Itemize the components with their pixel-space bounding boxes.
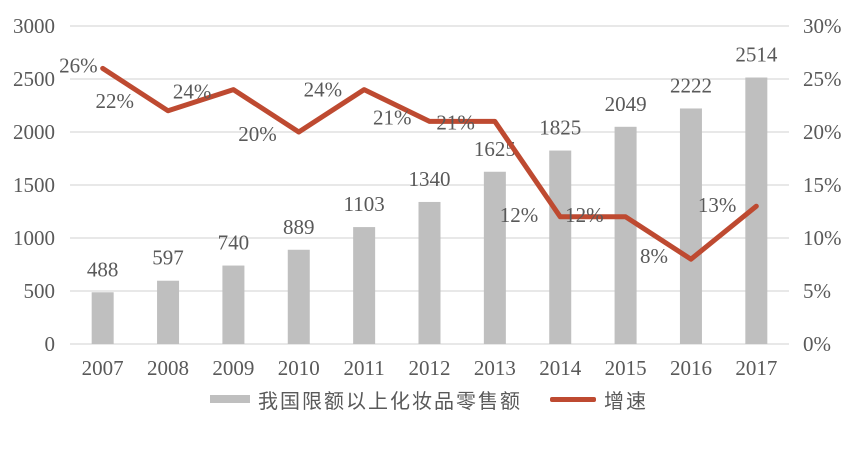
line-series-label: 增速 bbox=[604, 390, 648, 413]
left-axis-tick: 2500 bbox=[13, 67, 55, 91]
bar-value-label: 597 bbox=[152, 246, 184, 270]
bar-value-label: 2514 bbox=[735, 43, 778, 67]
legend-item-line-series: 增速 bbox=[550, 385, 648, 414]
bar bbox=[222, 265, 245, 344]
bar bbox=[418, 201, 441, 344]
x-axis-label: 2013 bbox=[474, 356, 516, 380]
right-axis-tick: 25% bbox=[803, 67, 842, 91]
right-axis-tick: 20% bbox=[803, 120, 842, 144]
chart-legend: 我国限额以上化妆品零售额 增速 bbox=[0, 384, 858, 414]
bar-series-swatch bbox=[210, 395, 250, 403]
bar bbox=[483, 171, 506, 344]
line-series-swatch bbox=[550, 396, 596, 402]
bar-value-label: 1340 bbox=[409, 167, 451, 191]
line-value-label: 20% bbox=[238, 122, 277, 146]
right-axis-tick: 10% bbox=[803, 226, 842, 250]
bar-value-label: 2049 bbox=[605, 92, 647, 116]
bar-value-label: 2222 bbox=[670, 73, 712, 97]
bar-series-label: 我国限额以上化妆品零售额 bbox=[258, 390, 522, 413]
x-axis-label: 2012 bbox=[409, 356, 451, 380]
left-axis-tick: 3000 bbox=[13, 14, 55, 38]
x-axis-label: 2008 bbox=[147, 356, 189, 380]
left-axis-tick: 2000 bbox=[13, 120, 55, 144]
left-axis-tick: 1000 bbox=[13, 226, 55, 250]
line-value-label: 24% bbox=[304, 78, 343, 102]
right-axis-tick: 0% bbox=[803, 332, 831, 356]
bar bbox=[287, 249, 310, 344]
left-axis-tick: 500 bbox=[24, 279, 56, 303]
bar bbox=[679, 108, 702, 344]
line-value-label: 8% bbox=[640, 244, 668, 268]
growth-line bbox=[100, 65, 759, 262]
line-value-label: 21% bbox=[373, 105, 412, 129]
chart-canvas: 0 500 1000 1500 2000 2500 3000 0% 5% 10% 15% 20% 25%… bbox=[13, 14, 842, 380]
line-value-label: 21% bbox=[436, 110, 475, 134]
line-value-label: 26% bbox=[59, 53, 98, 77]
x-axis-label: 2010 bbox=[278, 356, 320, 380]
line-value-label: 12% bbox=[500, 203, 539, 227]
left-axis-tick: 1500 bbox=[13, 173, 55, 197]
bar bbox=[157, 280, 180, 344]
bar bbox=[549, 150, 572, 344]
right-axis-tick: 15% bbox=[803, 173, 842, 197]
x-axis-label: 2007 bbox=[82, 356, 124, 380]
left-axis-tick: 0 bbox=[45, 332, 56, 356]
bar bbox=[353, 227, 376, 344]
bar-value-label: 740 bbox=[218, 231, 250, 255]
x-axis-label: 2016 bbox=[670, 356, 712, 380]
legend-item-bar-series: 我国限额以上化妆品零售额 bbox=[210, 385, 522, 414]
bar bbox=[745, 77, 768, 345]
bar bbox=[614, 126, 637, 344]
x-axis-label: 2017 bbox=[735, 356, 777, 380]
bar-value-label: 1825 bbox=[539, 116, 581, 140]
right-axis-tick: 5% bbox=[803, 279, 831, 303]
x-axis-label: 2011 bbox=[344, 356, 385, 380]
bar-value-label: 488 bbox=[87, 257, 119, 281]
bar-value-label: 889 bbox=[283, 215, 315, 239]
line-value-label: 24% bbox=[173, 80, 212, 104]
bar-value-label: 1103 bbox=[344, 192, 385, 216]
bar bbox=[91, 292, 114, 344]
line-value-label: 13% bbox=[698, 193, 737, 217]
x-axis-label: 2015 bbox=[605, 356, 647, 380]
line-value-label: 12% bbox=[565, 203, 604, 227]
x-axis-label: 2009 bbox=[212, 356, 254, 380]
right-axis-tick: 30% bbox=[803, 14, 842, 38]
line-value-label: 22% bbox=[96, 89, 135, 113]
x-axis-label: 2014 bbox=[539, 356, 582, 380]
